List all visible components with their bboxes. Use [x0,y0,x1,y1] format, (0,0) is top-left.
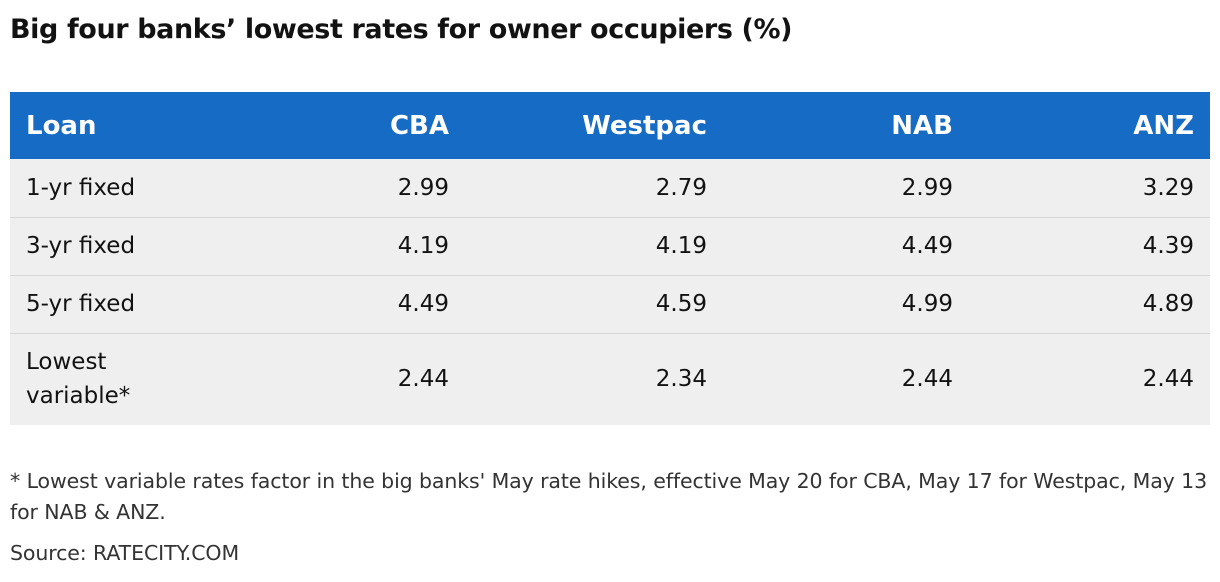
table-row: 3-yr fixed 4.19 4.19 4.49 4.39 [10,216,1210,275]
rate-cell-cba: 4.49 [195,274,465,333]
rate-cell-nab: 4.49 [723,216,969,275]
table-row: Lowest variable* 2.44 2.34 2.44 2.44 [10,332,1210,425]
column-header-nab: NAB [891,110,953,141]
rate-cell-westpac: 2.79 [655,174,707,201]
footnote: * Lowest variable rates factor in the bi… [10,469,1208,524]
loan-cell: 3-yr fixed [10,216,195,275]
table-header-row: Loan CBA Westpac NAB ANZ [10,92,1210,159]
rate-cell-cba: 2.99 [397,174,449,201]
rate-cell-nab: 2.99 [901,174,953,201]
rate-cell-westpac: 4.19 [465,216,723,275]
rate-cell-westpac: 4.59 [465,274,723,333]
column-header-anz: ANZ [1133,110,1194,141]
rates-table: Loan CBA Westpac NAB ANZ 1-yr fixed 2.99… [10,92,1210,425]
rate-cell-nab: 2.44 [723,332,969,425]
table-title: Big four banks’ lowest rates for owner o… [10,14,793,45]
rate-cell-anz: 4.89 [969,274,1210,333]
column-header-loan: Loan [26,110,97,141]
table-row: 5-yr fixed 4.49 4.59 4.99 4.89 [10,274,1210,333]
column-header-cba: CBA [389,110,449,141]
rate-cell-anz: 2.44 [969,332,1210,425]
rate-cell-anz: 4.39 [969,216,1210,275]
table-row: 1-yr fixed 2.99 2.79 2.99 3.29 [10,159,1210,217]
rate-cell-anz: 3.29 [1142,174,1194,201]
loan-cell: 1-yr fixed [26,174,136,201]
rate-cell-westpac: 2.34 [465,332,723,425]
source-credit: Source: RATECITY.COM [10,541,240,565]
loan-cell: Lowest variable* [10,332,195,425]
rate-cell-cba: 2.44 [195,332,465,425]
loan-cell: 5-yr fixed [10,274,195,333]
rate-cell-cba: 4.19 [195,216,465,275]
column-header-westpac: Westpac [582,110,707,141]
rate-cell-nab: 4.99 [723,274,969,333]
